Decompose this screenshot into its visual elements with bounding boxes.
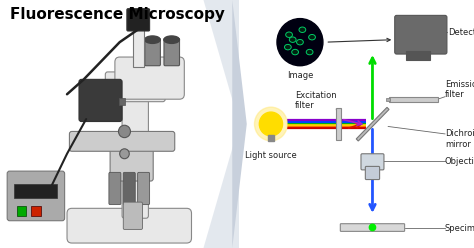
FancyBboxPatch shape bbox=[123, 172, 135, 205]
Bar bbox=[336, 108, 341, 140]
Text: Detector: Detector bbox=[448, 28, 474, 37]
Ellipse shape bbox=[284, 44, 291, 50]
Text: Excitation
filter: Excitation filter bbox=[295, 91, 337, 110]
Ellipse shape bbox=[145, 36, 160, 43]
Ellipse shape bbox=[299, 27, 306, 32]
FancyBboxPatch shape bbox=[361, 154, 384, 170]
Circle shape bbox=[255, 107, 287, 141]
FancyBboxPatch shape bbox=[69, 131, 175, 151]
Text: Image: Image bbox=[287, 71, 313, 80]
Text: Specimen: Specimen bbox=[445, 224, 474, 233]
Ellipse shape bbox=[286, 32, 292, 37]
Ellipse shape bbox=[297, 39, 303, 45]
Text: Objective: Objective bbox=[445, 157, 474, 166]
FancyBboxPatch shape bbox=[79, 79, 122, 122]
Bar bbox=[356, 107, 389, 141]
FancyBboxPatch shape bbox=[365, 166, 380, 180]
FancyBboxPatch shape bbox=[127, 9, 150, 31]
FancyBboxPatch shape bbox=[137, 172, 150, 205]
FancyBboxPatch shape bbox=[123, 202, 142, 229]
FancyBboxPatch shape bbox=[67, 208, 191, 243]
Ellipse shape bbox=[309, 34, 315, 40]
FancyBboxPatch shape bbox=[110, 141, 153, 181]
Bar bbox=[386, 98, 390, 101]
FancyBboxPatch shape bbox=[7, 171, 64, 221]
FancyBboxPatch shape bbox=[109, 172, 121, 205]
Ellipse shape bbox=[292, 49, 299, 55]
Bar bbox=[133, 25, 144, 67]
Circle shape bbox=[259, 112, 283, 136]
Circle shape bbox=[277, 19, 323, 66]
Ellipse shape bbox=[164, 36, 179, 43]
Bar bbox=[14, 184, 57, 198]
Bar bbox=[119, 98, 125, 105]
Circle shape bbox=[119, 149, 129, 159]
Text: Light source: Light source bbox=[245, 151, 297, 160]
FancyBboxPatch shape bbox=[395, 15, 447, 54]
Circle shape bbox=[369, 224, 375, 231]
Text: Emission
filter: Emission filter bbox=[445, 80, 474, 99]
Polygon shape bbox=[203, 0, 239, 248]
Bar bbox=[17, 206, 27, 216]
FancyBboxPatch shape bbox=[122, 84, 148, 218]
FancyBboxPatch shape bbox=[145, 38, 160, 66]
Bar bbox=[31, 206, 41, 216]
FancyBboxPatch shape bbox=[105, 72, 165, 102]
Polygon shape bbox=[232, 0, 247, 248]
FancyBboxPatch shape bbox=[164, 38, 180, 66]
Text: Dichroic
mirror: Dichroic mirror bbox=[445, 129, 474, 149]
Bar bbox=[389, 97, 438, 102]
FancyBboxPatch shape bbox=[340, 224, 405, 231]
Bar bbox=[268, 135, 274, 141]
Ellipse shape bbox=[306, 49, 313, 55]
Ellipse shape bbox=[289, 37, 296, 42]
Bar bbox=[406, 51, 430, 60]
FancyBboxPatch shape bbox=[115, 57, 184, 99]
Circle shape bbox=[118, 125, 130, 138]
Text: Fluorescence Microscopy: Fluorescence Microscopy bbox=[9, 7, 225, 22]
